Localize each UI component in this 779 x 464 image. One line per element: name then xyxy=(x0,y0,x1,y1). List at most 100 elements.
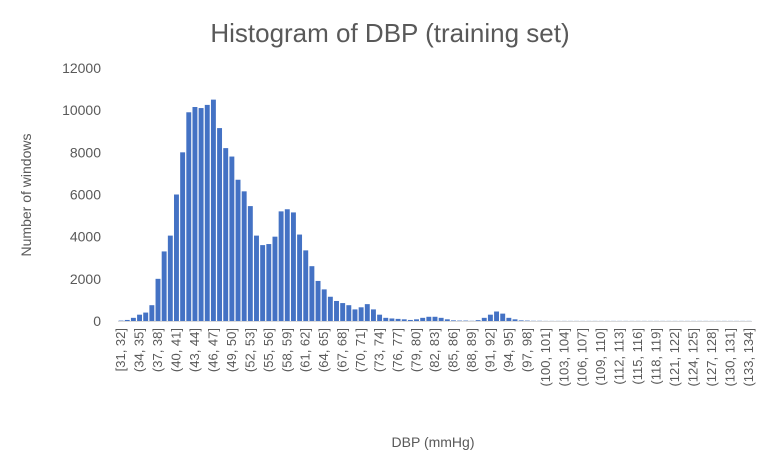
x-tick-label: (112, 113] xyxy=(612,328,627,385)
histogram-bar xyxy=(124,319,130,321)
histogram-bar xyxy=(438,317,444,321)
x-tick-label: (67, 68] xyxy=(335,328,350,372)
histogram-bar xyxy=(167,235,173,321)
histogram-bar xyxy=(284,209,290,321)
y-tick-label: 0 xyxy=(93,313,101,329)
x-tick-label: (109, 110] xyxy=(593,328,608,386)
histogram-bar xyxy=(210,99,216,322)
y-axis-ticks: 0 2000 4000 6000 8000 10000 12000 xyxy=(62,60,101,329)
histogram-bar xyxy=(297,234,303,321)
x-tick-label: (70, 71] xyxy=(353,328,368,372)
x-tick-label: (115, 116] xyxy=(630,328,645,385)
x-tick-label: (43, 44] xyxy=(187,328,202,372)
histogram-bar xyxy=(346,305,352,321)
x-tick-label: (85, 86] xyxy=(445,328,460,372)
x-tick-label: [31, 32] xyxy=(113,328,128,371)
x-tick-label: (121, 122] xyxy=(667,328,682,387)
x-axis-ticks: [31, 32] (34, 35] (37, 38] (40, 41] (43, 44]… xyxy=(113,328,756,387)
histogram-bar xyxy=(198,108,204,321)
x-tick-label: (106, 107] xyxy=(575,328,590,387)
histogram-bar xyxy=(303,250,309,321)
y-tick-label: 6000 xyxy=(70,187,101,203)
histogram-bar xyxy=(407,319,413,321)
histogram-bar xyxy=(420,317,426,321)
histogram-bar xyxy=(481,317,487,321)
x-tick-label: (64, 65] xyxy=(316,328,331,372)
x-tick-label: (49, 50] xyxy=(224,328,239,372)
x-tick-label: (94, 95] xyxy=(501,328,516,372)
y-tick-label: 8000 xyxy=(70,144,101,160)
bars-group xyxy=(118,99,752,322)
histogram-bar xyxy=(192,107,198,321)
histogram-bar xyxy=(161,251,167,321)
histogram-bar xyxy=(155,278,161,321)
histogram-bar xyxy=(180,152,186,321)
histogram-bar xyxy=(364,304,370,321)
x-tick-label: (97, 98] xyxy=(519,328,534,372)
histogram-bar xyxy=(130,317,136,321)
histogram-bar xyxy=(444,319,450,321)
x-tick-label: (103, 104] xyxy=(556,328,571,387)
histogram-bar xyxy=(149,305,155,321)
x-tick-label: (58, 59] xyxy=(279,328,294,372)
histogram-bar xyxy=(217,128,223,321)
histogram-bar xyxy=(340,303,346,321)
histogram-bar xyxy=(204,104,210,322)
y-tick-label: 10000 xyxy=(62,102,101,118)
histogram-bar xyxy=(451,320,456,321)
histogram-bar xyxy=(247,206,253,321)
histogram-bar xyxy=(426,316,432,321)
histogram-bar xyxy=(518,320,524,321)
x-tick-label: (124, 125] xyxy=(686,328,701,387)
histogram-bar xyxy=(143,312,149,321)
histogram-bar xyxy=(235,179,241,321)
histogram-bar xyxy=(358,307,364,321)
histogram-bar xyxy=(223,148,229,321)
histogram-bar xyxy=(352,309,358,321)
y-tick-label: 12000 xyxy=(62,60,101,76)
histogram-bar xyxy=(266,244,272,321)
x-tick-label: (127, 128] xyxy=(704,328,719,387)
histogram-bar xyxy=(229,156,235,321)
x-tick-label: (100, 101] xyxy=(538,328,553,387)
y-tick-label: 4000 xyxy=(70,229,101,245)
x-tick-label: (46, 47] xyxy=(205,328,220,372)
histogram-bar xyxy=(174,194,179,321)
histogram-bar xyxy=(327,296,333,321)
histogram-bar xyxy=(186,112,192,321)
x-tick-label: (34, 35] xyxy=(132,328,147,372)
histogram-bar xyxy=(272,236,278,321)
histogram-bar xyxy=(414,319,419,321)
histogram-bar xyxy=(383,317,389,321)
x-tick-label: (52, 53] xyxy=(242,328,257,372)
histogram-bar xyxy=(241,191,247,321)
histogram-bar xyxy=(254,235,259,321)
x-tick-label: (55, 56] xyxy=(261,328,276,372)
x-tick-label: (88, 89] xyxy=(464,328,479,372)
x-tick-label: (76, 77] xyxy=(390,328,405,372)
x-tick-label: (118, 119] xyxy=(649,328,664,385)
x-tick-label: (73, 74] xyxy=(372,328,387,372)
y-tick-label: 2000 xyxy=(70,271,101,287)
histogram-bar xyxy=(389,318,395,321)
x-tick-label: (91, 92] xyxy=(482,328,497,372)
histogram-bar xyxy=(309,266,315,321)
histogram-bar xyxy=(487,314,493,321)
histogram-bar xyxy=(321,289,327,322)
histogram-bar xyxy=(432,316,438,321)
histogram-bar xyxy=(475,320,481,321)
histogram-bar xyxy=(370,309,376,321)
x-tick-label: (79, 80] xyxy=(409,328,424,372)
histogram-bar xyxy=(290,212,296,321)
histogram-bar xyxy=(377,314,383,321)
histogram-bar xyxy=(506,317,512,321)
histogram-bar xyxy=(278,211,284,321)
x-tick-label: (37, 38] xyxy=(150,328,165,372)
histogram-bar xyxy=(137,314,142,321)
x-axis-title: DBP (mmHg) xyxy=(392,434,475,450)
x-tick-label: (61, 62] xyxy=(298,328,313,372)
histogram-bar xyxy=(512,319,518,321)
histogram-bar xyxy=(395,318,401,321)
histogram-bar xyxy=(315,280,321,321)
